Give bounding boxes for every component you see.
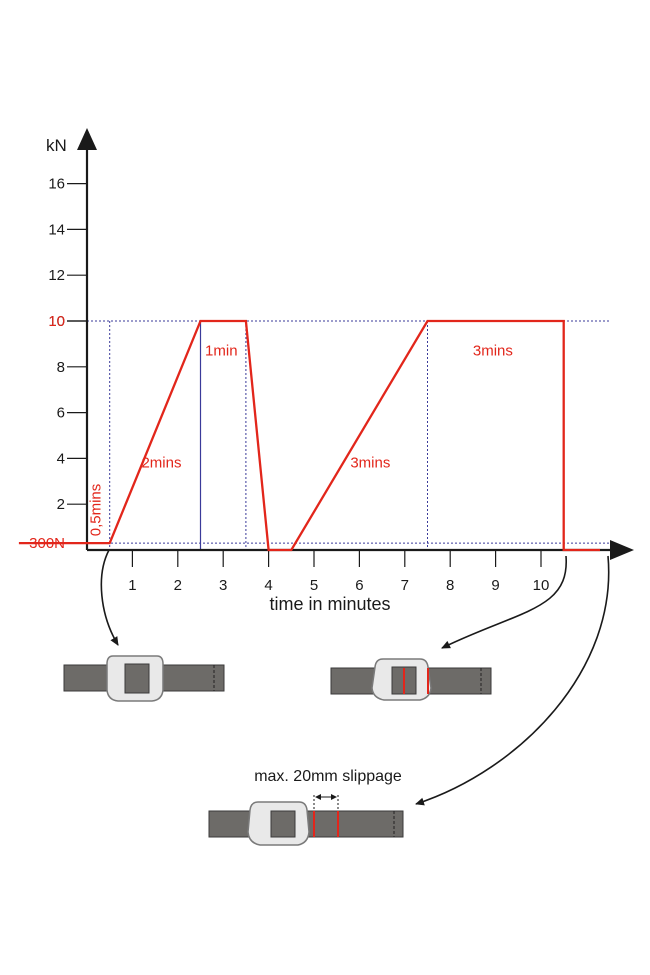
buckle-illustration-slippage: max. 20mm slippage xyxy=(208,768,404,846)
duration-label: 3mins xyxy=(473,342,513,359)
y-tick-label: 16 xyxy=(48,176,65,193)
slippage-label: max. 20mm slippage xyxy=(254,768,402,785)
y-tick-label: 4 xyxy=(57,450,65,467)
x-axis-arrowhead xyxy=(610,540,634,560)
illustration-arrows xyxy=(100,549,610,806)
load-series xyxy=(18,319,600,552)
y-tick-label: 6 xyxy=(57,405,65,422)
duration-annotations: 0,5mins 2mins 1min 3mins 3mins xyxy=(88,342,513,536)
y-tick-label-highlight: 10 xyxy=(48,313,65,330)
buckle-illustration-start xyxy=(63,655,225,702)
y-axis-title: kN xyxy=(46,136,67,155)
x-tick-label: 5 xyxy=(310,577,318,594)
arrow-to-buckle-hold xyxy=(441,555,567,649)
x-tick-label: 4 xyxy=(264,577,272,594)
chart-axes xyxy=(77,128,634,560)
buckle-illustration-hold xyxy=(330,658,492,701)
y-tick-label: 12 xyxy=(48,267,65,284)
y-axis-arrowhead xyxy=(77,128,97,150)
x-tick-label: 7 xyxy=(401,577,409,594)
duration-label: 2mins xyxy=(141,455,181,472)
duration-label: 3mins xyxy=(350,455,390,472)
y-tick-label: 14 xyxy=(48,221,65,238)
load-line xyxy=(18,319,600,552)
buckle-slot xyxy=(124,663,150,694)
x-tick-label: 2 xyxy=(174,577,182,594)
arrow-to-buckle-slippage xyxy=(415,555,610,806)
buckle-slot xyxy=(270,810,296,838)
x-tick-label: 1 xyxy=(128,577,136,594)
duration-label: 0,5mins xyxy=(88,484,105,537)
x-tick-label: 9 xyxy=(491,577,499,594)
arrow-to-buckle-start xyxy=(100,549,119,646)
x-tick-label: 3 xyxy=(219,577,227,594)
y-tick-label: 2 xyxy=(57,496,65,513)
x-tick-label: 10 xyxy=(533,577,550,594)
reference-guides xyxy=(87,320,611,550)
x-tick-label: 8 xyxy=(446,577,454,594)
y-tick-label: 8 xyxy=(57,359,65,376)
y-tick-label: 10 xyxy=(48,313,65,330)
x-axis-title: time in minutes xyxy=(269,594,390,614)
x-tick-label: 6 xyxy=(355,577,363,594)
duration-label: 1min xyxy=(205,342,238,359)
